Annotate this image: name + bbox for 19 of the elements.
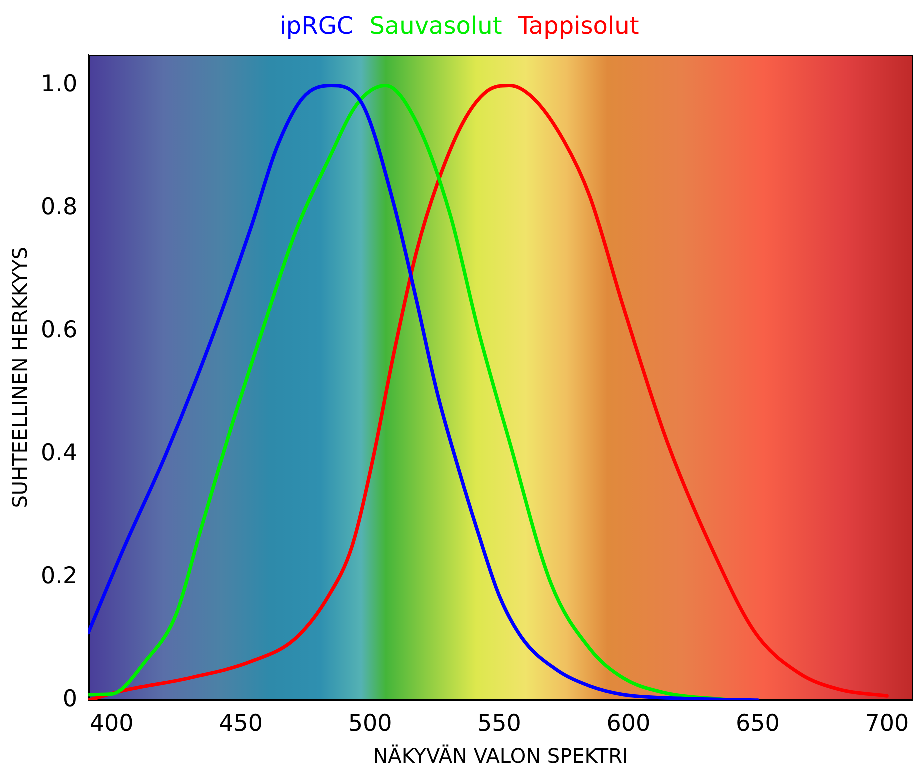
text: ipRGC bbox=[280, 12, 354, 40]
y-tick-label: 0.8 bbox=[41, 194, 78, 221]
x-tick-label: 550 bbox=[478, 711, 522, 738]
x-tick-label: 450 bbox=[219, 711, 264, 738]
y-axis-title: SUHTEELLINEN HERKKYYS bbox=[8, 247, 32, 508]
x-tick-label: 700 bbox=[865, 711, 910, 738]
y-tick-label: 0.2 bbox=[41, 563, 78, 590]
y-tick-label: 1.0 bbox=[41, 72, 78, 98]
series-label: Tappisolut bbox=[518, 12, 640, 40]
x-tick-label: 400 bbox=[90, 711, 134, 738]
y-tick-label: 0.4 bbox=[41, 440, 78, 466]
y-tick-label: 0 bbox=[62, 686, 78, 712]
line-series bbox=[88, 84, 889, 700]
x-axis-title: NÄKYVÄN VALON SPEKTRI bbox=[373, 744, 628, 768]
text: Sauvasolut bbox=[370, 12, 502, 40]
x-tick-label: 600 bbox=[606, 711, 651, 738]
x-tick-label: 500 bbox=[348, 711, 392, 738]
y-tick-label: 0.6 bbox=[41, 318, 78, 344]
x-tick-label: 650 bbox=[736, 711, 780, 738]
